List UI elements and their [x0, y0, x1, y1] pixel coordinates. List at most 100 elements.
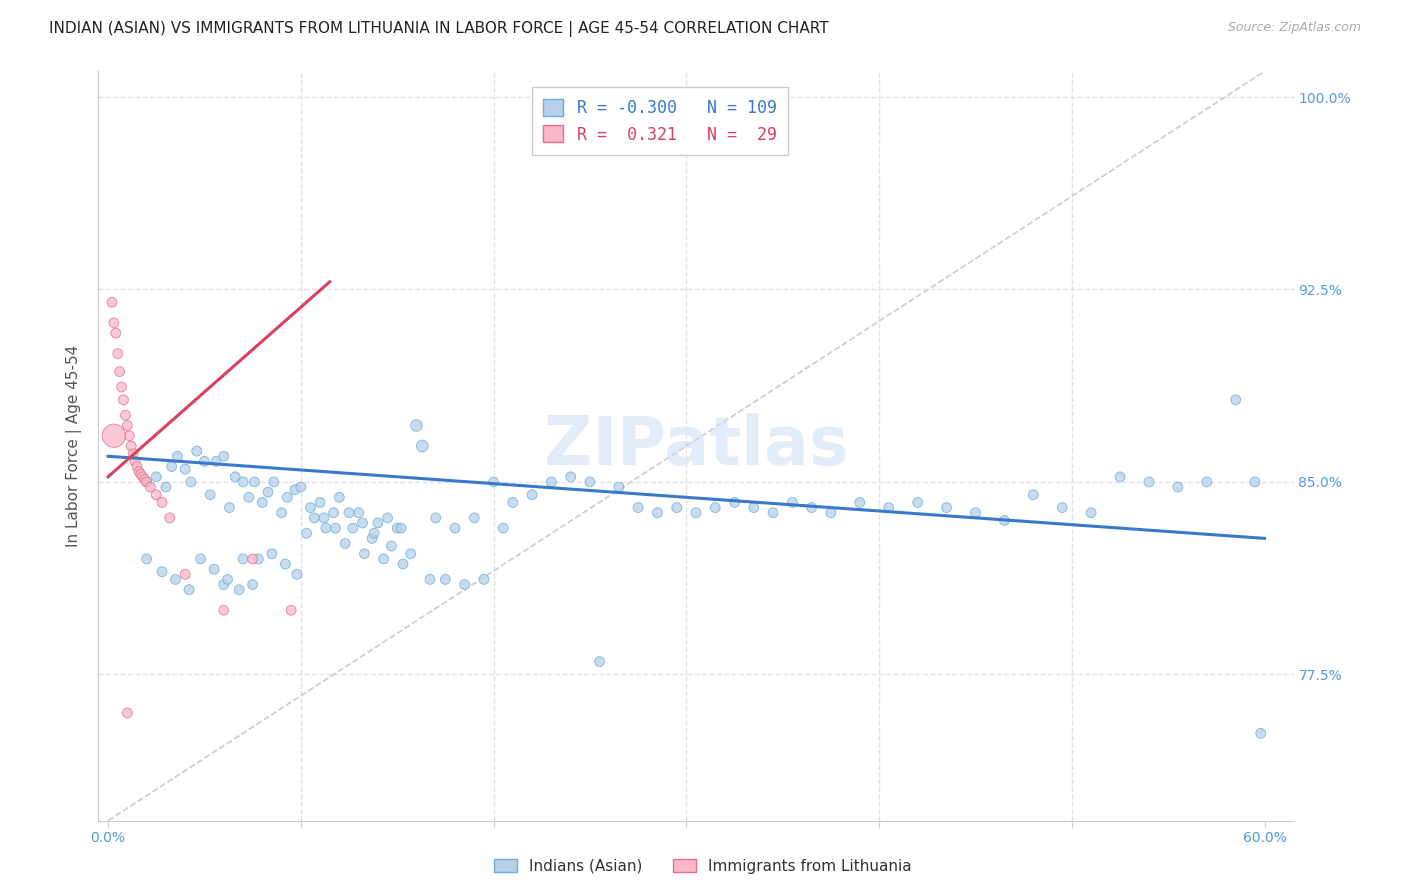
Point: [965, 506, 987, 520]
Text: ZIPatlas: ZIPatlas: [544, 413, 848, 479]
Point: [165, 573, 187, 587]
Point: [685, 506, 707, 520]
Point: [342, 521, 364, 535]
Point: [540, 475, 562, 489]
Point: [120, 439, 142, 453]
Point: [782, 495, 804, 509]
Point: [132, 470, 155, 484]
Point: [333, 536, 356, 550]
Point: [224, 470, 246, 484]
Point: [218, 500, 240, 515]
Point: [560, 470, 582, 484]
Point: [124, 454, 146, 468]
Point: [472, 573, 495, 587]
Point: [117, 706, 139, 720]
Point: [453, 577, 475, 591]
Point: [337, 506, 360, 520]
Point: [723, 495, 745, 509]
Point: [405, 418, 427, 433]
Point: [108, 365, 131, 379]
Point: [242, 552, 264, 566]
Point: [492, 521, 515, 535]
Point: [312, 511, 335, 525]
Point: [1167, 480, 1189, 494]
Point: [110, 380, 132, 394]
Point: [217, 573, 239, 587]
Point: [228, 582, 250, 597]
Point: [935, 500, 957, 515]
Point: [361, 532, 384, 546]
Point: [134, 472, 156, 486]
Point: [588, 655, 610, 669]
Point: [1137, 475, 1160, 489]
Point: [190, 552, 212, 566]
Point: [877, 500, 900, 515]
Point: [315, 521, 337, 535]
Text: Source: ZipAtlas.com: Source: ZipAtlas.com: [1227, 21, 1361, 34]
Y-axis label: In Labor Force | Age 45-54: In Labor Force | Age 45-54: [66, 345, 83, 547]
Point: [482, 475, 505, 489]
Text: INDIAN (ASIAN) VS IMMIGRANTS FROM LITHUANIA IN LABOR FORCE | AGE 45-54 CORRELATI: INDIAN (ASIAN) VS IMMIGRANTS FROM LITHUA…: [49, 21, 828, 37]
Point: [665, 500, 688, 515]
Point: [704, 500, 727, 515]
Point: [1250, 726, 1272, 740]
Point: [212, 603, 235, 617]
Point: [160, 459, 183, 474]
Point: [139, 480, 162, 494]
Point: [252, 495, 274, 509]
Point: [104, 326, 127, 340]
Point: [520, 488, 543, 502]
Point: [276, 491, 298, 505]
Point: [363, 526, 385, 541]
Point: [385, 521, 409, 535]
Point: [107, 346, 129, 360]
Point: [238, 491, 260, 505]
Point: [419, 573, 441, 587]
Point: [280, 603, 302, 617]
Point: [166, 450, 188, 464]
Point: [907, 495, 929, 509]
Point: [290, 480, 312, 494]
Point: [135, 552, 157, 566]
Point: [274, 557, 297, 571]
Point: [425, 511, 447, 525]
Point: [627, 500, 650, 515]
Point: [284, 483, 307, 497]
Point: [800, 500, 823, 515]
Point: [200, 488, 222, 502]
Point: [607, 480, 630, 494]
Point: [1022, 488, 1045, 502]
Point: [118, 428, 141, 442]
Point: [742, 500, 765, 515]
Point: [263, 475, 285, 489]
Point: [150, 495, 173, 509]
Point: [353, 547, 375, 561]
Point: [242, 577, 264, 591]
Point: [328, 491, 350, 505]
Point: [122, 447, 145, 461]
Point: [389, 521, 412, 535]
Point: [103, 428, 125, 442]
Point: [145, 470, 167, 484]
Point: [232, 475, 254, 489]
Point: [463, 511, 485, 525]
Point: [159, 511, 181, 525]
Point: [103, 316, 125, 330]
Point: [202, 562, 225, 576]
Point: [212, 450, 235, 464]
Point: [411, 439, 433, 453]
Point: [502, 495, 524, 509]
Point: [325, 521, 347, 535]
Point: [128, 465, 150, 479]
Point: [177, 582, 200, 597]
Point: [135, 475, 157, 489]
Point: [993, 513, 1015, 527]
Point: [373, 552, 395, 566]
Point: [101, 295, 124, 310]
Point: [145, 488, 167, 502]
Point: [399, 547, 422, 561]
Point: [579, 475, 602, 489]
Point: [155, 480, 177, 494]
Point: [762, 506, 785, 520]
Point: [247, 552, 270, 566]
